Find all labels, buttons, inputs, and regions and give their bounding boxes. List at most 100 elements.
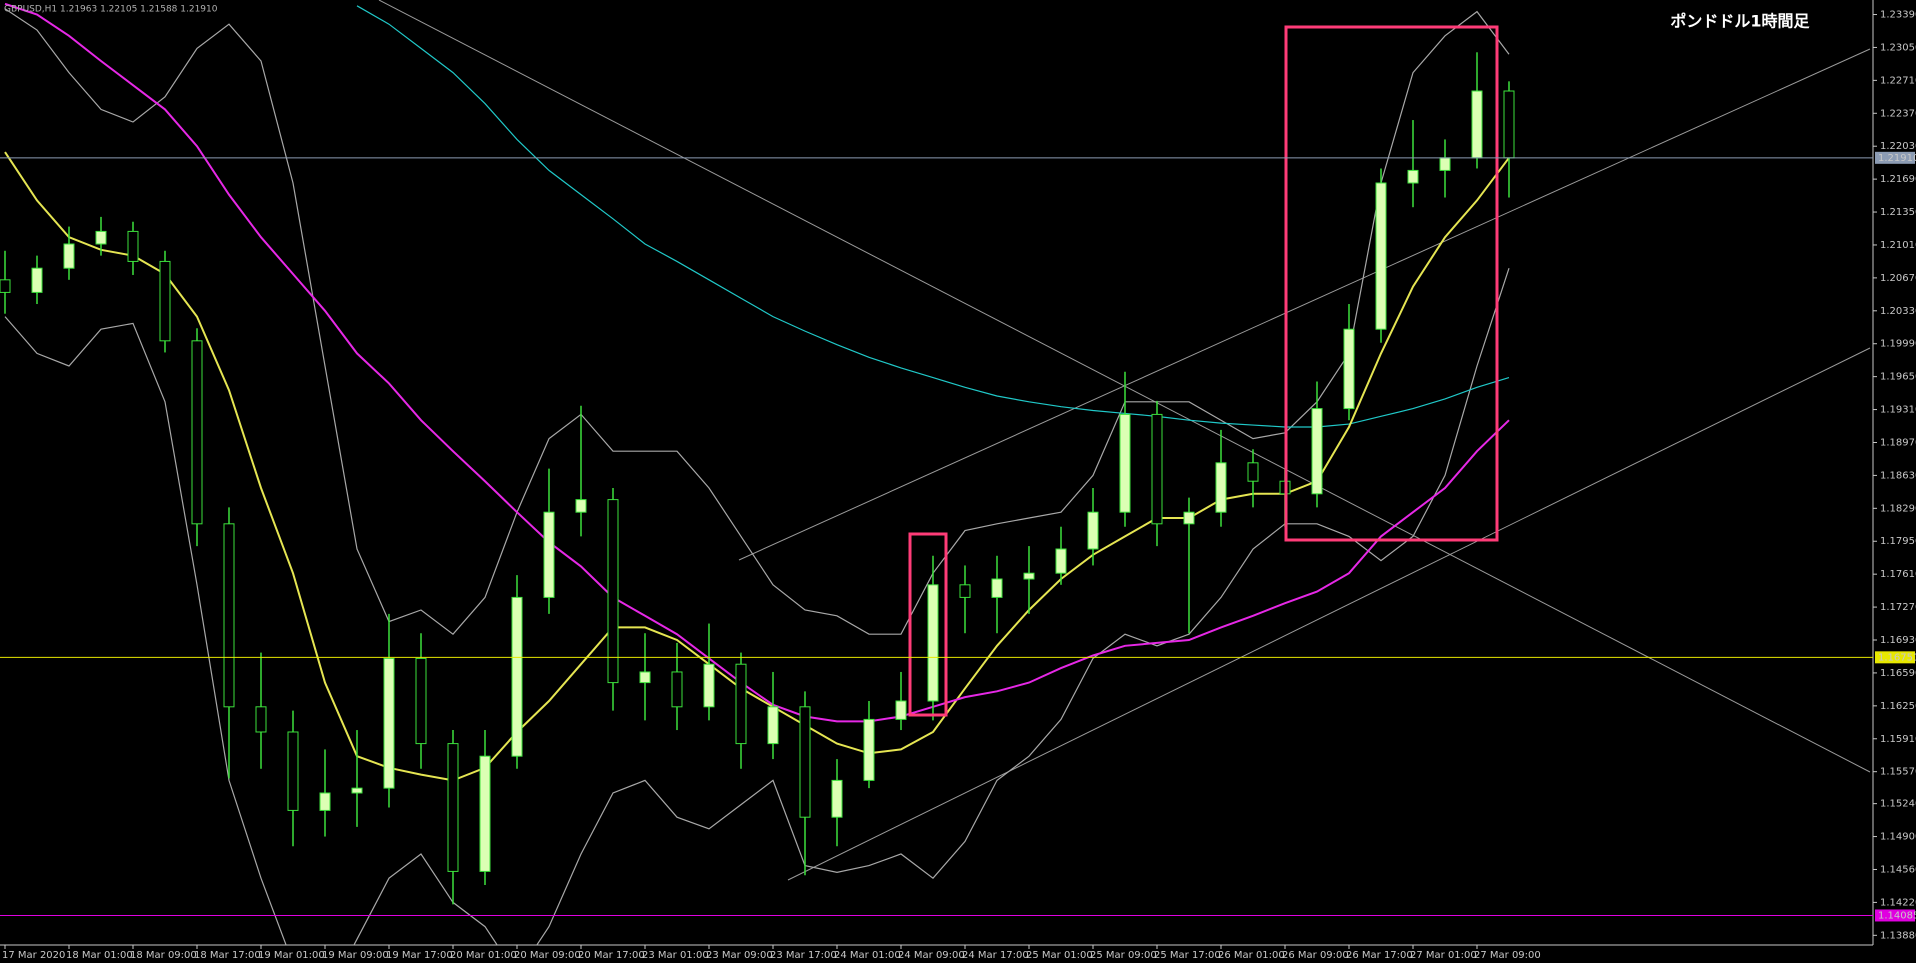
y-tick-label: 1.16930 [1880, 635, 1916, 646]
highlight-box [1284, 25, 1499, 542]
price-label: 1.16751 [1878, 652, 1916, 663]
candle-body [735, 663, 747, 745]
candle-body [1023, 572, 1035, 580]
indicator-line [4, 8, 1510, 636]
candle-body [1247, 462, 1259, 482]
y-tick-label: 1.14900 [1880, 832, 1916, 843]
trendline [738, 48, 1871, 561]
series-layer [0, 2, 1515, 945]
candle-body [991, 578, 1003, 598]
candle-body [351, 787, 363, 794]
candle-body [767, 706, 779, 745]
x-tick-label: 19 Mar 09:00 [322, 950, 389, 961]
candle-body [1343, 328, 1355, 410]
highlight-box [908, 532, 948, 717]
candle-body [1471, 90, 1483, 159]
y-tick-label: 1.15570 [1880, 767, 1916, 778]
indicator-line [4, 268, 1510, 945]
candle-body [1439, 157, 1451, 171]
x-tick-label: 20 Mar 17:00 [578, 950, 645, 961]
candle-body [223, 523, 235, 708]
candle-body [287, 731, 299, 811]
y-tick-label: 1.23050 [1880, 42, 1916, 53]
x-tick-label: 25 Mar 17:00 [1154, 950, 1221, 961]
candle-body [1215, 462, 1227, 513]
x-tick-label: 23 Mar 01:00 [642, 950, 709, 961]
y-tick-label: 1.22030 [1880, 141, 1916, 152]
y-tick-label: 1.18290 [1880, 503, 1916, 514]
y-tick-label: 1.18970 [1880, 437, 1916, 448]
x-tick-label: 25 Mar 09:00 [1090, 950, 1157, 961]
y-tick-label: 1.14220 [1880, 897, 1916, 908]
candle-body [1183, 511, 1195, 525]
x-tick-label: 19 Mar 01:00 [258, 950, 325, 961]
candle-body [63, 243, 75, 269]
y-tick-label: 1.17950 [1880, 536, 1916, 547]
candle-body [959, 584, 971, 598]
y-tick-label: 1.21010 [1880, 240, 1916, 251]
chart-header: GBPUSD,H1 1.21963 1.22105 1.21588 1.2191… [4, 5, 218, 15]
candle-body [671, 671, 683, 708]
x-tick-label: 18 Mar 01:00 [66, 950, 133, 961]
x-tick-label: 27 Mar 01:00 [1410, 950, 1477, 961]
price-label-box [1875, 651, 1915, 664]
y-tick-label: 1.15240 [1880, 799, 1916, 810]
candle-body [255, 706, 267, 733]
candle-body [511, 596, 523, 757]
x-tick-label: 24 Mar 09:00 [898, 950, 965, 961]
candle-body [1311, 408, 1323, 495]
y-tick-label: 1.17610 [1880, 569, 1916, 580]
x-tick-label: 18 Mar 09:00 [130, 950, 197, 961]
y-tick-label: 1.21690 [1880, 174, 1916, 185]
y-tick-label: 1.22370 [1880, 108, 1916, 119]
x-tick-label: 17 Mar 2020 [2, 950, 65, 961]
x-tick-label: 27 Mar 09:00 [1474, 950, 1541, 961]
candle-body [1503, 90, 1515, 159]
candle-body [127, 230, 139, 262]
candle-body [1375, 182, 1387, 330]
candle-body [575, 499, 587, 513]
candle-body [415, 657, 427, 745]
price-label-box [1875, 909, 1915, 922]
candle-body [863, 718, 875, 781]
x-tick-label: 24 Mar 01:00 [834, 950, 901, 961]
price-label: 1.14085 [1878, 910, 1916, 921]
x-tick-label: 26 Mar 17:00 [1346, 950, 1413, 961]
price-label-box [1875, 151, 1915, 164]
y-tick-label: 1.20670 [1880, 273, 1916, 284]
candle-body [159, 260, 171, 342]
candle-body [895, 700, 907, 720]
price-label: 1.21910 [1878, 153, 1916, 164]
x-tick-label: 23 Mar 17:00 [770, 950, 837, 961]
y-tick-label: 1.16250 [1880, 701, 1916, 712]
candle-body [319, 792, 331, 811]
y-tick-label: 1.21350 [1880, 207, 1916, 218]
indicator-line [4, 2, 1510, 723]
y-tick-label: 1.18630 [1880, 470, 1916, 481]
x-tick-label: 23 Mar 09:00 [706, 950, 773, 961]
candle-body [543, 511, 555, 598]
y-tick-label: 1.19650 [1880, 372, 1916, 383]
candle-body [447, 743, 459, 872]
y-tick-label: 1.23390 [1880, 10, 1916, 21]
candle-body [479, 755, 491, 872]
candle-body [703, 663, 715, 708]
candle-body [1087, 511, 1099, 550]
chart-title: ポンドドル1時間足 [1670, 12, 1810, 31]
y-tick-label: 1.19310 [1880, 405, 1916, 416]
y-tick-label: 1.14560 [1880, 864, 1916, 875]
candle-body [95, 230, 107, 245]
y-tick-label: 1.16590 [1880, 668, 1916, 679]
x-tick-label: 24 Mar 17:00 [962, 950, 1029, 961]
candle-body [1407, 169, 1419, 184]
candle-body [927, 584, 939, 702]
x-tick-label: 26 Mar 01:00 [1218, 950, 1285, 961]
y-tick-label: 1.22710 [1880, 75, 1916, 86]
candle-body [1151, 413, 1163, 525]
candle-body [639, 671, 651, 684]
candle-body [799, 706, 811, 818]
y-tick-label: 1.13880 [1880, 930, 1916, 941]
candle-body [383, 657, 395, 789]
